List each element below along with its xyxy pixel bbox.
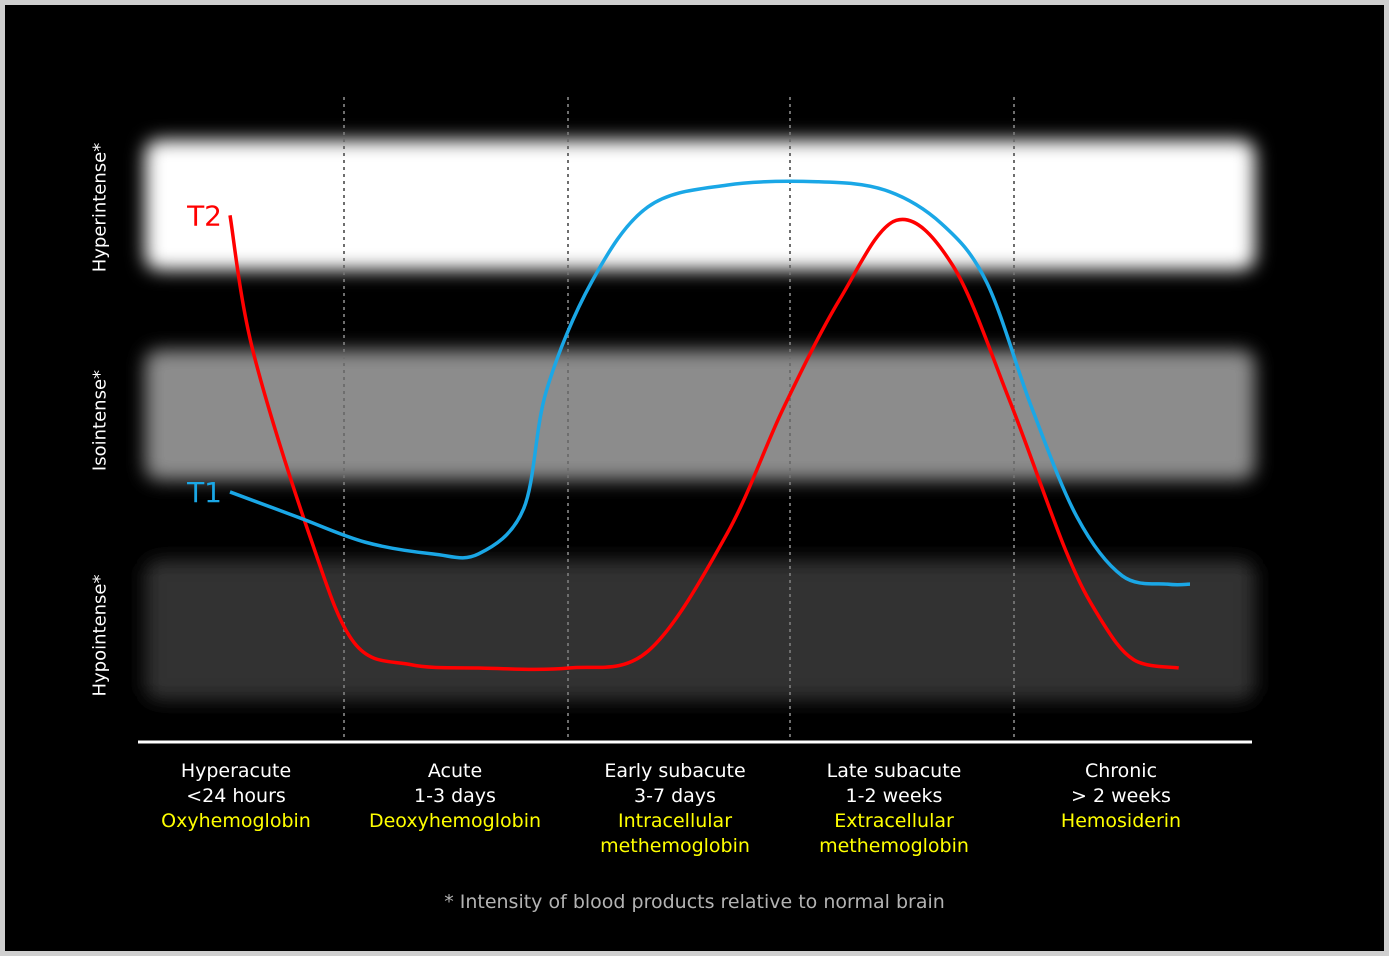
category-time: 3-7 days	[634, 785, 716, 807]
chart-panel: T2 T1 Hyperintense* Isointense* Hypointen…	[5, 5, 1384, 951]
category-product: Deoxyhemoglobin	[368, 810, 542, 832]
intensity-chart: T2 T1	[138, 97, 1255, 744]
category-name: Acute	[427, 760, 483, 782]
y-level-label-hypo: Hypointense*	[89, 574, 111, 697]
category-name: Early subacute	[604, 760, 746, 782]
series-line-t1	[229, 179, 1191, 587]
series-line-t2	[228, 215, 1180, 672]
category-acute: Acute 1-3 days Deoxyhemoglobin	[345, 759, 565, 834]
category-product: Intracellular methemoglobin	[600, 810, 750, 857]
category-product: Oxyhemoglobin	[161, 810, 311, 832]
intensity-band-iso	[145, 350, 1255, 480]
category-hyperacute: Hyperacute <24 hours Oxyhemoglobin	[126, 759, 346, 834]
category-time: > 2 weeks	[1071, 785, 1171, 807]
series-label-t2: T2	[186, 199, 222, 232]
footnote: * Intensity of blood products relative t…	[444, 891, 945, 913]
category-time: <24 hours	[186, 785, 286, 807]
category-chronic: Chronic > 2 weeks Hemosiderin	[1011, 759, 1231, 834]
category-time: 1-3 days	[414, 785, 496, 807]
y-level-label-hyper: Hyperintense*	[89, 142, 111, 273]
category-late-subacute: Late subacute 1-2 weeks Extracellular me…	[784, 759, 1004, 859]
category-time: 1-2 weeks	[845, 785, 943, 807]
category-product: Extracellular methemoglobin	[819, 810, 969, 857]
category-early-subacute: Early subacute 3-7 days Intracellular me…	[565, 759, 785, 859]
category-name: Chronic	[1084, 760, 1158, 782]
category-name: Hyperacute	[180, 760, 292, 782]
y-level-label-iso: Isointense*	[89, 369, 111, 472]
intensity-band-hyper	[145, 140, 1255, 270]
category-name: Late subacute	[826, 760, 962, 782]
category-product: Hemosiderin	[1060, 810, 1182, 832]
series-label-t1: T1	[186, 476, 222, 509]
